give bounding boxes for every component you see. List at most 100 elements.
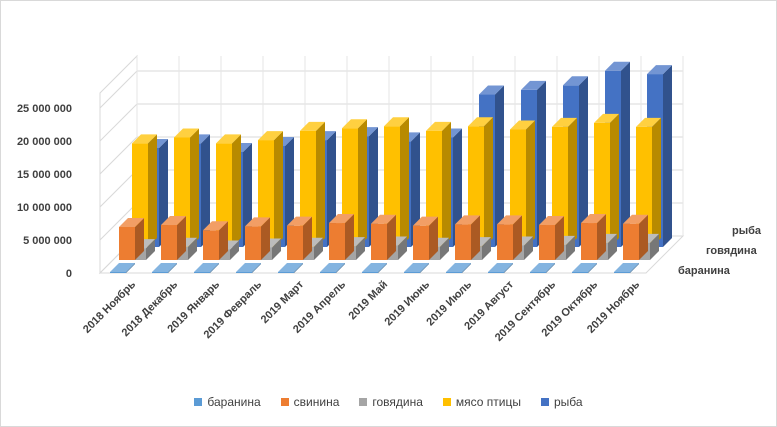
bar-2-side — [303, 216, 312, 260]
bar-2-side — [345, 214, 354, 260]
y-tick-label: 0 — [66, 268, 72, 280]
bar-1-side — [420, 263, 429, 273]
bar-3-side — [146, 239, 155, 260]
bar-4-top — [132, 134, 157, 144]
bar-1 — [446, 272, 462, 273]
bar-5-side — [579, 76, 588, 247]
bar-5-side — [663, 65, 672, 247]
bar-4-top — [468, 117, 493, 127]
legend-swatch — [442, 398, 451, 406]
bar-5-top — [605, 61, 630, 71]
bar-3-side — [356, 237, 365, 260]
bar-2-top — [287, 216, 312, 226]
bar-2-top — [539, 216, 564, 226]
legend-label: говядина — [372, 395, 423, 409]
bar-4 — [216, 143, 232, 247]
bar-2-side — [429, 216, 438, 260]
bar-2-top — [203, 221, 228, 231]
bar-2-top — [245, 217, 270, 227]
bar-4-side — [484, 117, 493, 247]
bar-1-top — [110, 263, 135, 273]
bar-4-top — [216, 134, 241, 144]
bar-1-side — [336, 263, 345, 273]
legend-swatch — [359, 398, 368, 406]
legend-item: мясо птицы — [442, 395, 521, 409]
bar-2 — [203, 230, 219, 260]
y-tick-label: 10 000 000 — [17, 202, 72, 214]
bar-4-side — [568, 117, 577, 247]
bar-1-side — [168, 263, 177, 273]
bar-1 — [614, 272, 630, 273]
bar-3-side — [314, 237, 323, 260]
bar-1-top — [530, 263, 555, 273]
legend-item: баранина — [194, 395, 261, 409]
bar-1 — [236, 272, 252, 273]
bar-1-top — [362, 263, 387, 273]
bar-4-top — [636, 117, 661, 127]
gridline — [99, 70, 683, 109]
bar-4-side — [274, 131, 283, 247]
bar-3-side — [398, 236, 407, 260]
bar-4-side — [232, 134, 241, 247]
bar-2-side — [639, 214, 648, 260]
bar-2 — [329, 223, 345, 260]
bar-1-top — [404, 263, 429, 273]
bar-1 — [110, 272, 126, 273]
bar-1 — [194, 272, 210, 273]
bar-2 — [371, 223, 387, 260]
bar-2 — [287, 225, 303, 260]
bar-4-side — [148, 134, 157, 247]
bar-4-top — [510, 120, 535, 130]
bar-3-side — [230, 240, 239, 260]
bar-1-top — [320, 263, 345, 273]
depth-axis-label: рыба — [732, 225, 762, 237]
bar-1-side — [210, 263, 219, 273]
bar-2 — [413, 225, 429, 260]
bar-2 — [497, 224, 513, 260]
bar-4-top — [174, 128, 199, 138]
bar-1-top — [152, 263, 177, 273]
bar-5-top — [479, 85, 504, 95]
bar-4-side — [358, 119, 367, 247]
legend-label: рыба — [554, 395, 583, 409]
bar-2-top — [329, 214, 354, 224]
y-tick-label: 15 000 000 — [17, 169, 72, 181]
legend: баранина свинина говядина мясо птицы рыба — [0, 393, 777, 411]
bar-5-side — [495, 85, 504, 247]
bar-2-top — [413, 216, 438, 226]
bar-2-side — [135, 218, 144, 260]
bar-3-side — [524, 236, 533, 260]
bar-1-top — [488, 263, 513, 273]
bar-1 — [278, 272, 294, 273]
bar-1 — [530, 272, 546, 273]
bar-5-side — [537, 80, 546, 247]
bar-1-side — [546, 263, 555, 273]
y-tick-label: 20 000 000 — [17, 136, 72, 148]
bar-3-side — [482, 237, 491, 260]
bar-1-side — [588, 263, 597, 273]
y-tick-label: 25 000 000 — [17, 103, 72, 115]
bar-1-side — [378, 263, 387, 273]
bar-1-side — [294, 263, 303, 273]
bar-2-top — [497, 215, 522, 225]
bar-5-top — [521, 80, 546, 90]
bar-2-top — [371, 214, 396, 224]
bar-4-side — [610, 113, 619, 247]
bar-2-top — [623, 214, 648, 224]
bar-1-top — [446, 263, 471, 273]
bar-2-top — [455, 215, 480, 225]
bar-4-side — [400, 117, 409, 247]
bar-2 — [623, 223, 639, 260]
bar-4-side — [316, 121, 325, 247]
bar-1-side — [630, 263, 639, 273]
bar-5-side — [159, 139, 168, 247]
bar-2 — [119, 227, 135, 260]
bar-2 — [455, 224, 471, 260]
bar-5-side — [243, 142, 252, 247]
depth-axis-label: говядина — [706, 245, 758, 257]
bar-5-side — [285, 137, 294, 247]
bar-4-top — [342, 119, 367, 129]
bar-1 — [404, 272, 420, 273]
bar-4-top — [594, 113, 619, 123]
legend-swatch — [194, 398, 203, 406]
